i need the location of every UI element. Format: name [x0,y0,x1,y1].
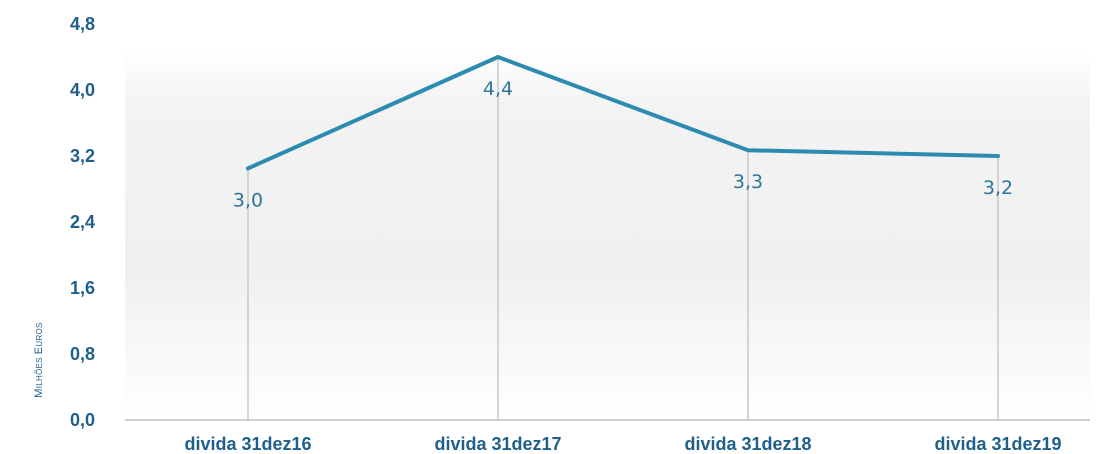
y-tick-label: 3,2 [70,146,95,166]
x-category-label: divida 31dez16 [184,434,311,454]
y-axis-title: MILHÕES EUROS [33,322,45,397]
data-label: 4,4 [483,78,513,100]
data-label: 3,0 [233,189,263,211]
y-tick-label: 0,8 [70,344,95,364]
x-category-label: divida 31dez19 [934,434,1061,454]
y-tick-label: 1,6 [70,278,95,298]
y-tick-label: 4,8 [70,14,95,34]
data-label: 3,2 [983,177,1013,199]
x-axis-categories: divida 31dez16 divida 31dez17 divida 31dez… [184,434,1061,454]
plot-background [125,50,1090,420]
data-label: 3,3 [733,171,763,193]
x-category-label: divida 31dez17 [434,434,561,454]
y-axis-ticks: 0,0 0,8 1,6 2,4 3,2 4,0 4,8 [70,14,95,430]
y-tick-label: 4,0 [70,80,95,100]
y-tick-label: 2,4 [70,212,95,232]
x-category-label: divida 31dez18 [684,434,811,454]
y-tick-label: 0,0 [70,410,95,430]
